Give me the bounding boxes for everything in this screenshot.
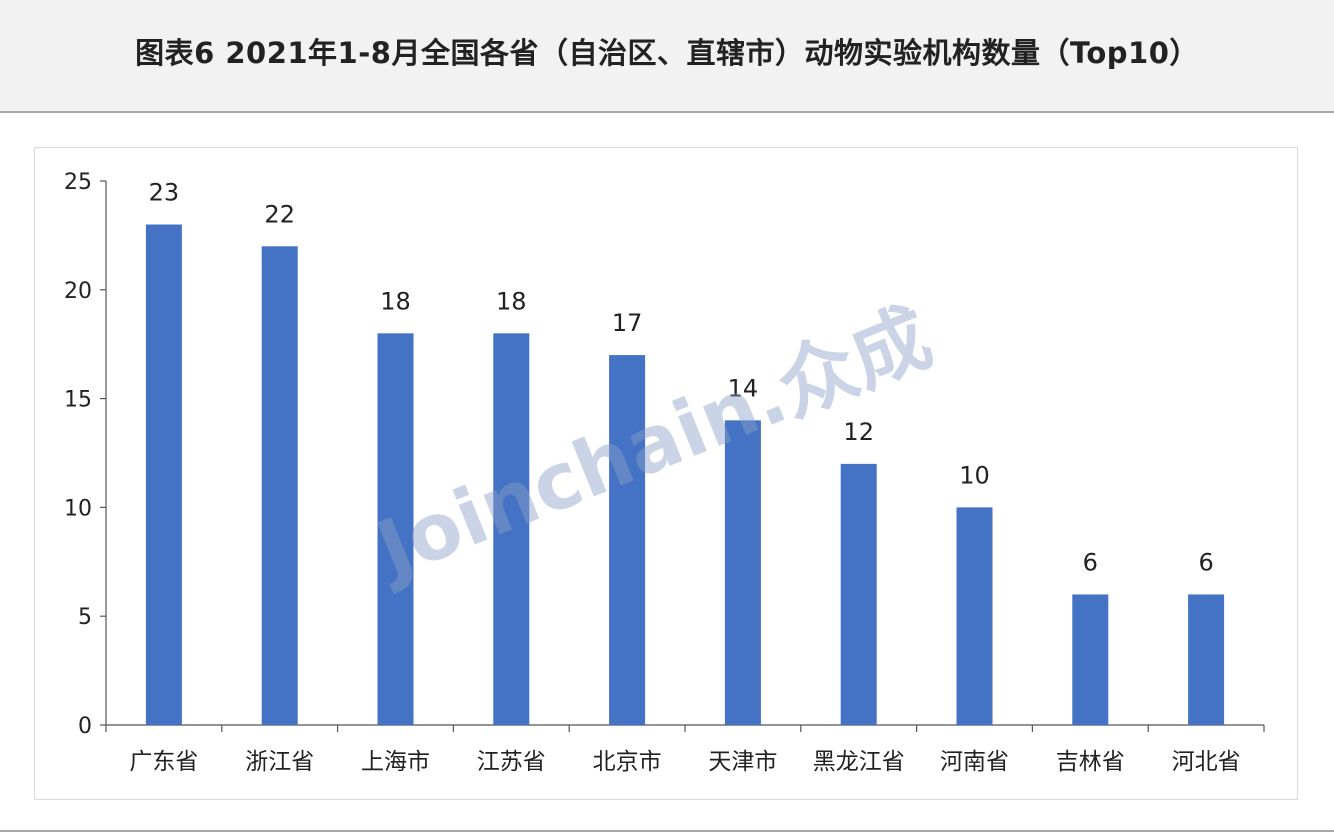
x-tick-label: 河北省 (1172, 749, 1241, 775)
chart-header: 图表6 2021年1-8月全国各省（自治区、直辖市）动物实验机构数量（Top10… (0, 0, 1334, 113)
data-label: 23 (149, 179, 180, 207)
bar (145, 224, 182, 725)
x-tick-label: 天津市 (708, 749, 777, 775)
data-label: 6 (1083, 548, 1098, 576)
y-tick-label: 25 (64, 170, 92, 195)
x-tick-label: 河南省 (940, 749, 1009, 775)
data-label: 22 (264, 200, 295, 228)
bar (493, 333, 530, 725)
y-tick-label: 10 (64, 496, 92, 521)
bottom-rule (0, 830, 1334, 832)
data-label: 14 (728, 374, 759, 402)
chart-labels: 23 广东省 22 浙江省 18 上海市 18 江苏省 17 北京市 14 天津市 12 黑龙江省 10 河南… (129, 179, 1240, 775)
data-label: 17 (612, 309, 643, 337)
x-tick-label: 浙江省 (245, 749, 314, 775)
x-tick-label: 北京市 (593, 749, 662, 775)
chart-axes: 0 5 10 15 20 25 (64, 170, 1265, 739)
bar (724, 420, 761, 725)
x-tick-label: 江苏省 (477, 749, 546, 775)
bar (956, 507, 993, 725)
bar (840, 463, 877, 725)
data-label: 18 (496, 287, 527, 315)
data-label: 6 (1198, 548, 1213, 576)
y-tick-label: 0 (78, 714, 92, 739)
bar (609, 355, 646, 725)
y-tick-label: 20 (64, 279, 92, 304)
x-tick-label: 吉林省 (1056, 749, 1125, 775)
x-tick-label: 广东省 (129, 749, 198, 775)
chart-title: 图表6 2021年1-8月全国各省（自治区、直辖市）动物实验机构数量（Top10… (135, 36, 1199, 70)
bar (1072, 594, 1109, 725)
data-label: 10 (959, 461, 990, 489)
bar (261, 246, 298, 725)
bar (377, 333, 414, 725)
data-label: 12 (843, 418, 874, 446)
y-tick-label: 5 (78, 605, 92, 630)
x-tick-label: 上海市 (361, 749, 430, 775)
chart-bars (145, 224, 1225, 725)
data-label: 18 (380, 287, 411, 315)
y-tick-label: 15 (64, 388, 92, 413)
bar (1188, 594, 1225, 725)
x-tick-label: 黑龙江省 (813, 749, 905, 775)
